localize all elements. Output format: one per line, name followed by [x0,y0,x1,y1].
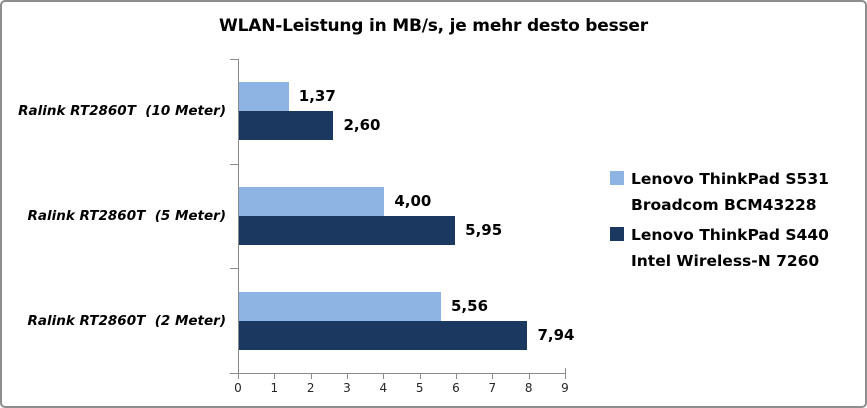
value-axis-tick-label: 0 [234,381,242,395]
category-label: Ralink RT2860T (10 Meter) [18,103,226,120]
value-axis-tick [347,374,348,379]
bar-value-label: 7,94 [537,325,575,344]
value-axis-tick [383,374,385,379]
category-label: Ralink RT2860T (5 Meter) [27,208,226,224]
value-axis-tick-label: 3 [343,381,351,395]
value-axis-tick-label: 6 [452,381,460,395]
category-axis-tick [230,163,238,165]
legend-label: Lenovo ThinkPad S531 Broadcom BCM43228 [631,170,829,214]
category-axis-tick [230,59,238,60]
value-axis-tick-label: 1 [270,381,279,395]
bar-series2 [239,216,456,245]
category-axis-line [238,59,239,379]
value-axis-tick-label: 4 [379,381,388,395]
bar-value-label: 1,37 [298,87,336,106]
value-axis-end-tick [565,368,566,373]
legend-label: Lenovo ThinkPad S440 Intel Wireless-N 726… [631,226,829,270]
value-axis-tick [528,374,530,379]
value-axis-tick-label: 7 [488,381,497,395]
value-axis-tick [274,374,276,379]
value-axis-tick-label: 9 [561,381,569,395]
value-axis-tick [419,374,421,379]
value-axis-line [230,373,566,374]
category-axis-tick [230,268,238,270]
value-axis-tick [492,374,494,379]
value-axis-tick [238,374,239,379]
legend-swatch-icon [610,171,624,185]
bar-value-label: 5,56 [451,296,489,315]
bar-series1 [239,187,385,216]
value-axis-tick-label: 8 [524,381,533,395]
chart-title: WLAN-Leistung in MB/s, je mehr desto bes… [219,16,648,36]
bar-value-label: 2,60 [343,116,381,135]
bar-value-label: 5,95 [465,221,503,239]
category-label: Ralink RT2860T (2 Meter) [27,312,226,329]
value-axis-tick [310,374,312,379]
bar-series1 [239,291,441,321]
bar-value-label: 4,00 [394,192,432,210]
value-axis-tick-label: 5 [415,381,424,395]
value-axis-tick-label: 2 [306,381,315,395]
bar-series2 [239,320,528,350]
value-axis-tick [565,374,566,379]
bar-series2 [239,111,334,141]
legend-swatch-icon [610,227,624,241]
value-axis-tick [456,374,457,379]
bar-series1 [239,82,289,112]
